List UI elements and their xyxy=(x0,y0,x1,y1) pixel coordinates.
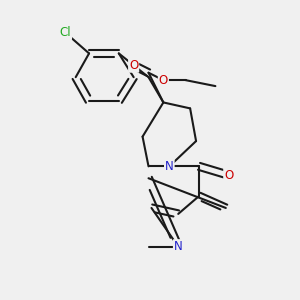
Text: O: O xyxy=(129,59,138,72)
Text: Cl: Cl xyxy=(59,26,71,39)
Text: O: O xyxy=(159,74,168,87)
Text: N: N xyxy=(174,240,183,253)
Text: O: O xyxy=(224,169,233,182)
Text: N: N xyxy=(165,160,174,173)
